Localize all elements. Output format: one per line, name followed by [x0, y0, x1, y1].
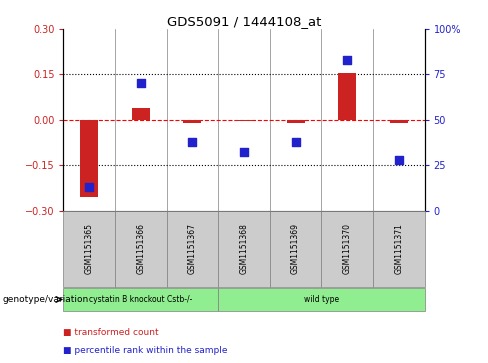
Text: ■ transformed count: ■ transformed count — [63, 328, 159, 337]
Bar — [270, 211, 322, 287]
Text: cystatin B knockout Cstb-/-: cystatin B knockout Cstb-/- — [89, 295, 192, 304]
Text: GSM1151368: GSM1151368 — [240, 223, 248, 274]
Point — [395, 157, 403, 163]
Title: GDS5091 / 1444108_at: GDS5091 / 1444108_at — [167, 15, 321, 28]
Bar — [183, 120, 202, 123]
Bar — [338, 73, 356, 120]
Point — [137, 81, 145, 86]
Text: GSM1151367: GSM1151367 — [188, 223, 197, 274]
Bar — [218, 211, 270, 287]
Bar — [218, 288, 425, 311]
Bar — [80, 120, 98, 197]
Point — [188, 139, 196, 144]
Point — [85, 184, 93, 190]
Point — [240, 150, 248, 155]
Bar — [132, 108, 150, 120]
Text: GSM1151370: GSM1151370 — [343, 223, 352, 274]
Text: GSM1151371: GSM1151371 — [394, 223, 403, 274]
Bar — [63, 211, 115, 287]
Text: genotype/variation: genotype/variation — [2, 295, 89, 304]
Bar — [322, 211, 373, 287]
Text: GSM1151365: GSM1151365 — [85, 223, 94, 274]
Text: GSM1151369: GSM1151369 — [291, 223, 300, 274]
Bar — [235, 120, 253, 121]
Point — [292, 139, 300, 144]
Bar — [390, 120, 408, 123]
Text: ■ percentile rank within the sample: ■ percentile rank within the sample — [63, 346, 228, 355]
Point — [343, 57, 351, 63]
Bar — [373, 211, 425, 287]
Text: wild type: wild type — [304, 295, 339, 304]
Text: GSM1151366: GSM1151366 — [136, 223, 145, 274]
Bar — [63, 288, 218, 311]
Bar — [115, 211, 166, 287]
Bar — [166, 211, 218, 287]
Bar — [286, 120, 305, 123]
